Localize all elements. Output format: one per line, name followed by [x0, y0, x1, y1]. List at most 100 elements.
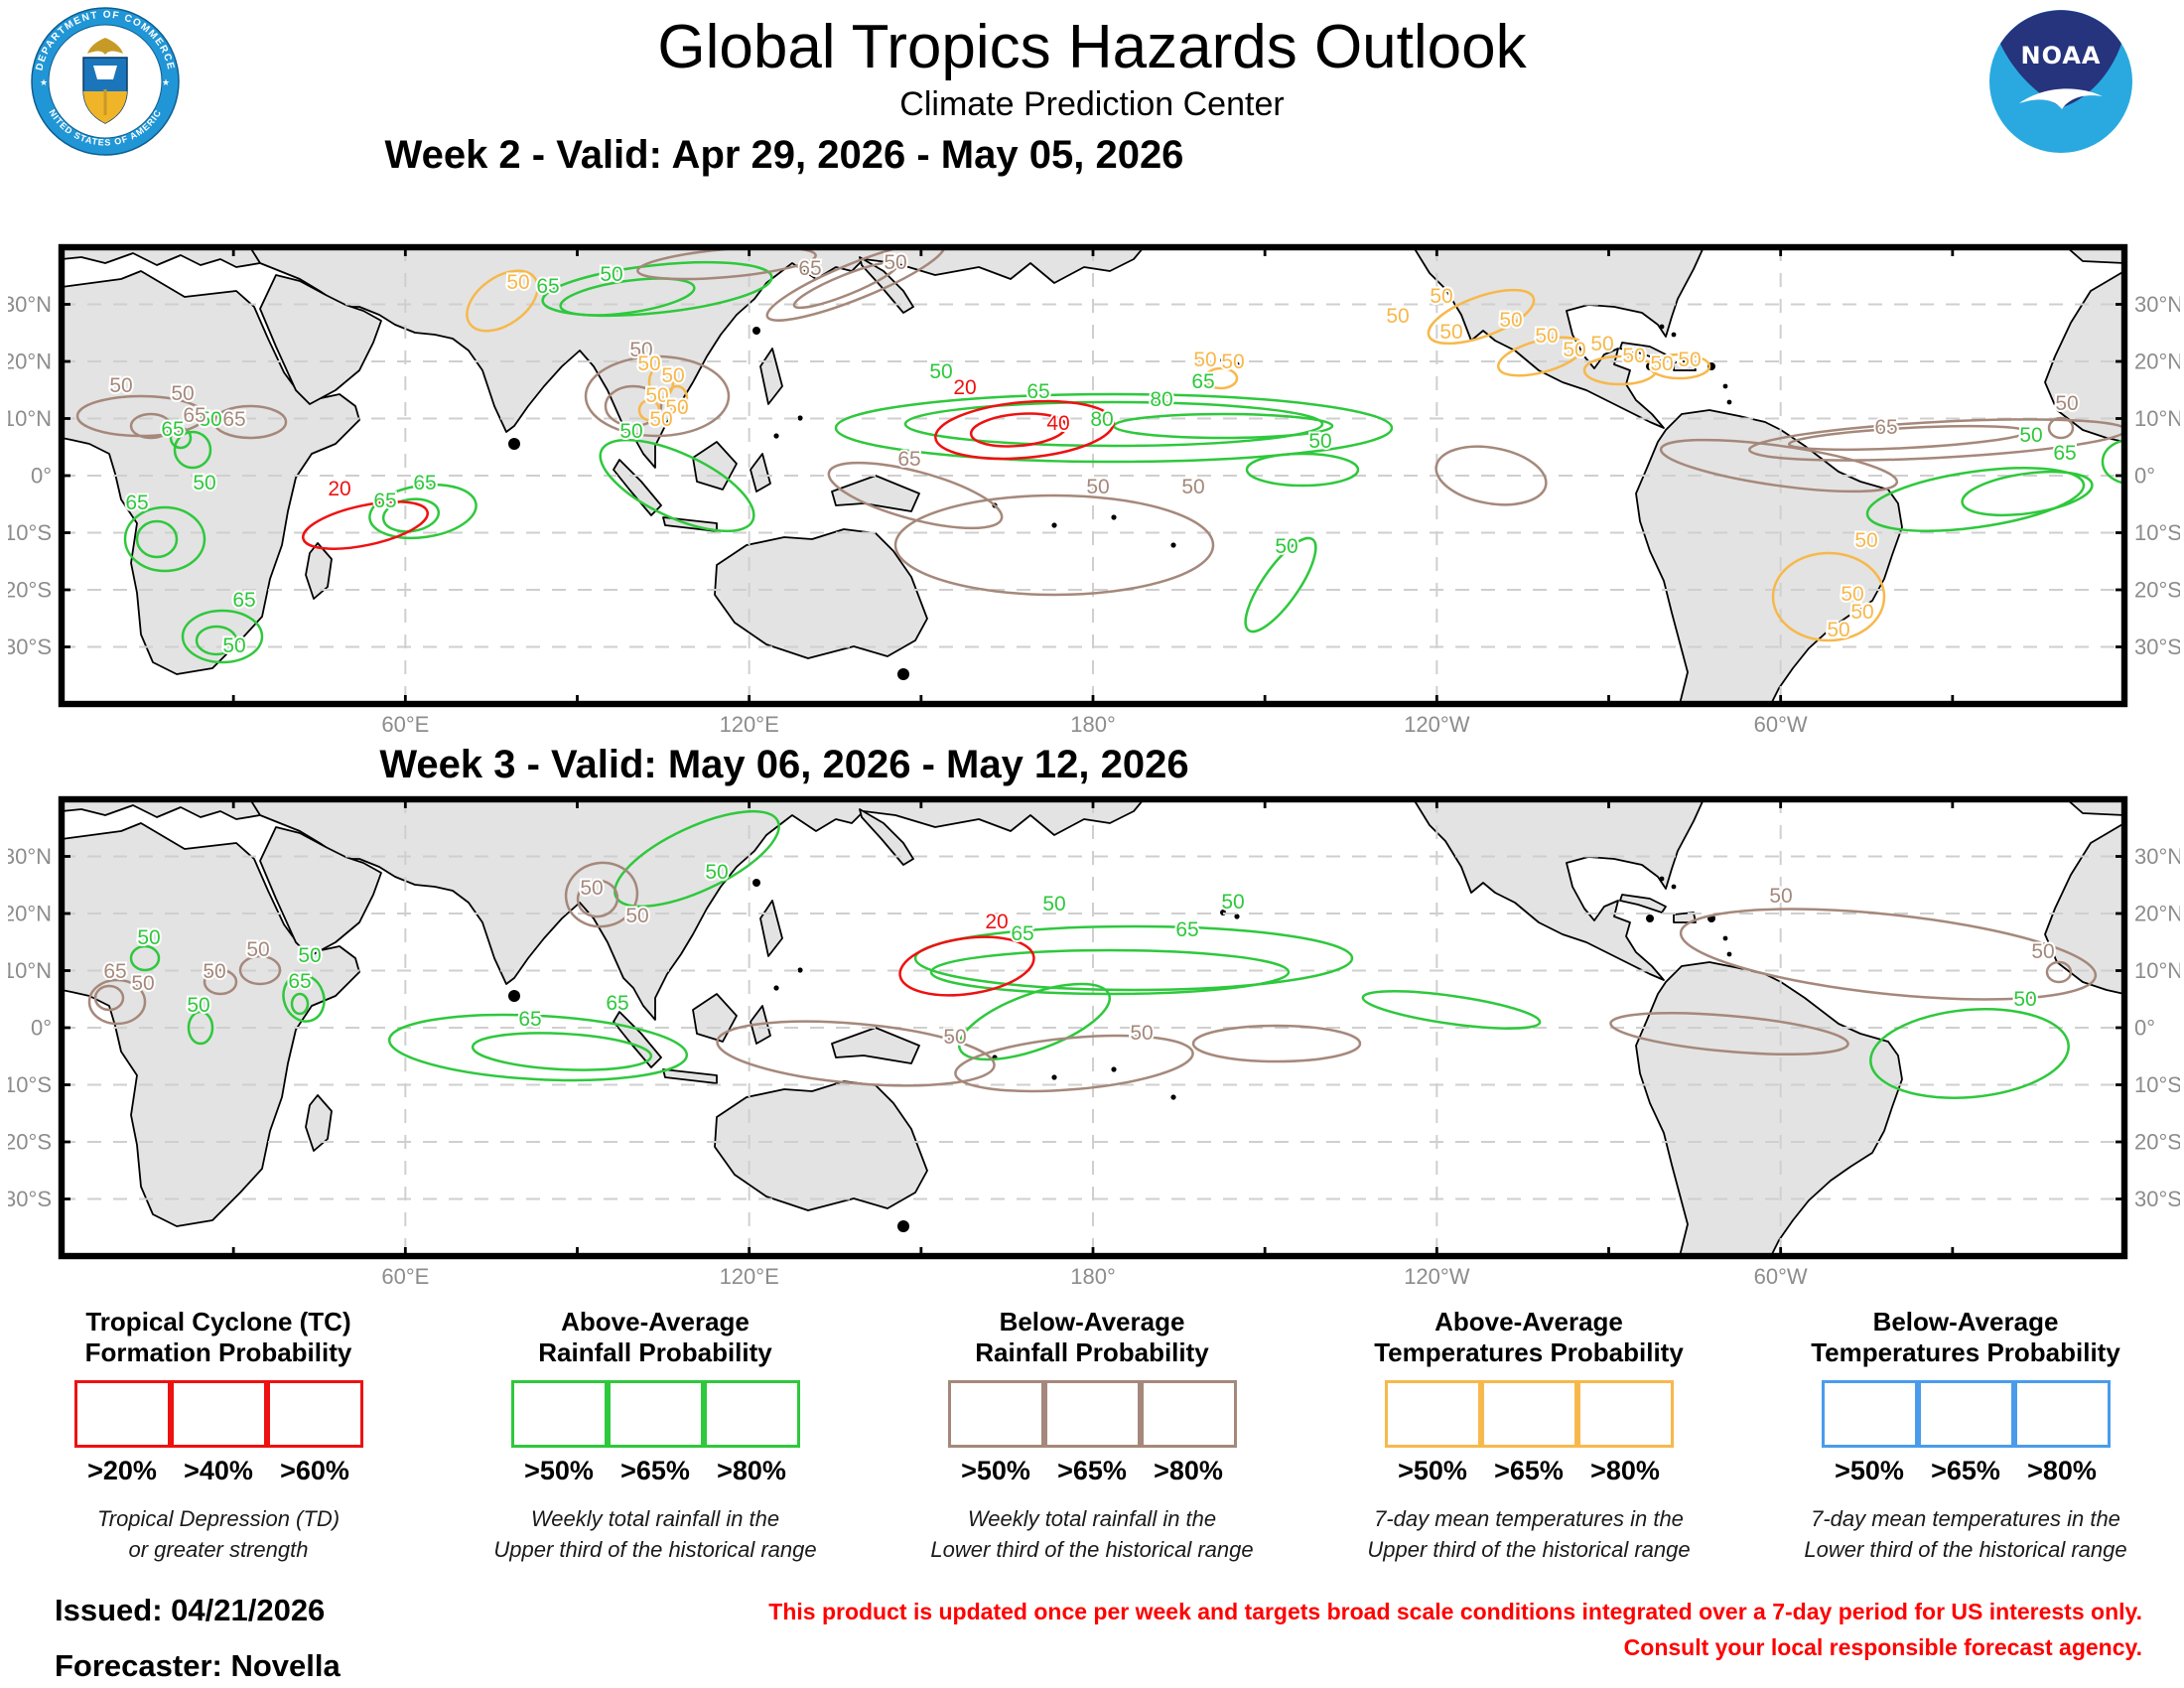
lat-label-left: 10°S [8, 1072, 52, 1097]
lon-label: 120°E [720, 1264, 779, 1289]
legend-description: Weekly total rainfall in the Lower third … [874, 1504, 1310, 1566]
contour-label: 20 [985, 911, 1008, 933]
lat-label-right: 20°S [2134, 578, 2180, 603]
seal-eagle [87, 38, 123, 55]
contour-label: 50 [1221, 891, 1244, 914]
contour-label: 50 [884, 251, 906, 274]
lon-label: 180° [1070, 1264, 1116, 1289]
legend-desc-line1: 7-day mean temperatures in the [1374, 1506, 1684, 1532]
lat-label-right: 10°N [2134, 406, 2180, 431]
contour-label: 50 [1439, 321, 1462, 344]
legend-box [266, 1380, 363, 1449]
lat-label-right: 0° [2134, 1016, 2155, 1041]
legend-desc-line2: Upper third of the historical range [493, 1537, 817, 1563]
contour-label: 50 [1181, 476, 1204, 498]
lat-label-right: 30°N [2134, 292, 2180, 317]
contour-label: 65 [103, 960, 126, 983]
legend-group-red: Tropical Cyclone (TC) Formation Probabili… [0, 1307, 437, 1566]
lat-label-left: 20°S [8, 1130, 52, 1155]
legend-title-line1: Tropical Cyclone (TC) [85, 1307, 351, 1336]
legend-thresholds: >50% >65% >80% [1747, 1456, 2184, 1486]
lat-label-left: 0° [31, 464, 52, 489]
contour-label: 50 [2055, 392, 2078, 415]
legend-box [2013, 1380, 2111, 1449]
contour-label: 50 [1499, 309, 1522, 332]
legend-title-line2: Temperatures Probability [1811, 1337, 2120, 1368]
legend-title-line1: Above-Average [561, 1307, 750, 1336]
contour-label: 50 [2019, 424, 2042, 447]
lat-label-left: 30°N [8, 292, 52, 317]
noaa-logo-icon: NOAA [1989, 10, 2132, 153]
lat-label-left: 20°N [8, 902, 52, 926]
legend-box [703, 1380, 800, 1449]
contour-label: 80 [1150, 388, 1172, 411]
legend-desc-line1: Tropical Depression (TD) [96, 1506, 341, 1532]
lat-label-right: 10°N [2134, 958, 2180, 983]
contour-label: 50 [1086, 476, 1109, 498]
lat-label-right: 0° [2134, 464, 2155, 489]
contour-label: 50 [1130, 1022, 1153, 1045]
legend-title: Tropical Cyclone (TC) Formation Probabili… [0, 1307, 437, 1368]
legend-thresholds: >50% >65% >80% [874, 1456, 1310, 1486]
contour-label: 50 [298, 944, 321, 967]
lat-label-left: 30°S [8, 634, 52, 659]
contour-label: 50 [665, 396, 688, 419]
legend-title-line2: Formation Probability [84, 1337, 352, 1368]
contour-label: 50 [1193, 349, 1216, 371]
legend-box [1480, 1380, 1577, 1449]
contour-label: 50 [193, 472, 215, 494]
contour-label: 50 [1827, 619, 1849, 641]
contour-label: 65 [536, 275, 559, 298]
lat-label-left: 0° [31, 1016, 52, 1041]
contour-label: 65 [606, 992, 628, 1015]
legend-box [1043, 1380, 1141, 1449]
legend-box [1821, 1380, 1918, 1449]
lat-label-left: 10°N [8, 958, 52, 983]
disclaimer-line1: This product is updated once per week an… [768, 1599, 2142, 1624]
contour-label: 50 [661, 364, 684, 387]
legend-boxes [874, 1380, 1310, 1449]
legend-title-line1: Below-Average [1872, 1307, 2059, 1336]
legend-box [1917, 1380, 2014, 1449]
contour-label: 50 [171, 382, 194, 405]
contour-label: 80 [1090, 408, 1113, 431]
contour-label: 65 [413, 472, 436, 494]
contour-label: 65 [222, 408, 245, 431]
lat-label-right: 20°N [2134, 902, 2180, 926]
issued-date: Issued: 04/21/2026 [55, 1593, 326, 1627]
svg-text:★: ★ [40, 77, 48, 87]
contour-label: 65 [518, 1008, 541, 1031]
contour-label: 50 [1221, 351, 1244, 373]
legend-title: Below-Average Temperatures Probability [1747, 1307, 2184, 1368]
lon-label: 180° [1070, 712, 1116, 737]
contour-label: 65 [232, 589, 255, 612]
legend-threshold: >65% [1931, 1456, 2000, 1486]
contour-label: 50 [187, 994, 209, 1017]
contour-label: 50 [246, 938, 269, 961]
contour-label: 65 [288, 970, 311, 993]
legend-box [73, 1380, 171, 1449]
legend-thresholds: >20% >40% >60% [0, 1456, 437, 1486]
legend-threshold: >50% [961, 1456, 1030, 1486]
legend-group-brown: Below-Average Rainfall Probability >50% >65… [874, 1307, 1310, 1566]
commerce-seal-icon: DEPARTMENT OF COMMERCE UNITED STATES OF … [31, 7, 180, 156]
legend-desc-line2: or greater strength [128, 1537, 309, 1563]
contour-label: 65 [798, 257, 821, 280]
contour-label: 50 [1042, 893, 1065, 915]
legend-group-blue: Below-Average Temperatures Probability >50… [1747, 1307, 2184, 1566]
lat-label-left: 20°N [8, 350, 52, 374]
contour-label: 50 [1678, 349, 1701, 371]
legend-desc-line1: Weekly total rainfall in the [530, 1506, 780, 1532]
legend-threshold: >40% [184, 1456, 253, 1486]
contour-label: 65 [1175, 918, 1198, 941]
legend-description: 7-day mean temperatures in the Lower thir… [1747, 1504, 2184, 1566]
legend-threshold: >65% [620, 1456, 690, 1486]
lat-label-right: 20°N [2134, 350, 2180, 374]
contour-label: 50 [637, 352, 660, 375]
legend-threshold: >65% [1057, 1456, 1127, 1486]
lat-label-right: 10°S [2134, 1072, 2180, 1097]
legend-group-green: Above-Average Rainfall Probability >50% >65… [437, 1307, 874, 1566]
contour-label: 20 [953, 376, 976, 399]
contour-label: 50 [625, 905, 648, 927]
